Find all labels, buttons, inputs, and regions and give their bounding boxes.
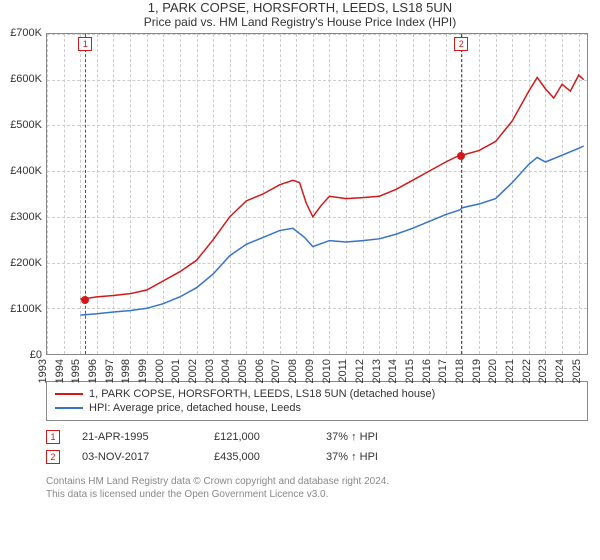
x-axis-label: 1996 xyxy=(87,359,105,383)
x-axis-label: 2017 xyxy=(437,359,455,383)
marker-guideline xyxy=(85,34,86,354)
x-axis-label: 2018 xyxy=(454,359,472,383)
marker-table-row: 2 03-NOV-2017 £435,000 37% ↑ HPI xyxy=(46,447,588,467)
x-axis-label: 1994 xyxy=(54,359,72,383)
marker-table-box: 1 xyxy=(46,430,60,444)
x-axis-label: 1995 xyxy=(70,359,88,383)
chart-container: 1, PARK COPSE, HORSFORTH, LEEDS, LS18 5U… xyxy=(0,0,600,560)
x-axis-label: 2025 xyxy=(571,359,589,383)
footer-line2: This data is licensed under the Open Gov… xyxy=(46,488,588,501)
footer: Contains HM Land Registry data © Crown c… xyxy=(46,475,588,501)
plot-frame: 12 xyxy=(46,33,588,355)
marker-table-date: 21-APR-1995 xyxy=(82,431,192,443)
marker-table: 1 21-APR-1995 £121,000 37% ↑ HPI 2 03-NOV-201… xyxy=(46,427,588,467)
series-line xyxy=(80,146,583,315)
line-svg xyxy=(47,34,587,354)
marker-table-hpi: 37% ↑ HPI xyxy=(326,431,378,443)
y-axis-label: £600K xyxy=(10,73,46,85)
x-axis-label: 2024 xyxy=(554,359,572,383)
x-axis-label: 1998 xyxy=(120,359,138,383)
x-axis-label: 2010 xyxy=(321,359,339,383)
x-axis-label: 2019 xyxy=(471,359,489,383)
x-axis-label: 2016 xyxy=(421,359,439,383)
x-axis-label: 2022 xyxy=(521,359,539,383)
marker-table-price: £121,000 xyxy=(214,431,304,443)
x-axis-label: 2013 xyxy=(371,359,389,383)
marker-box: 1 xyxy=(78,37,92,51)
marker-dot xyxy=(81,296,89,304)
footer-line1: Contains HM Land Registry data © Crown c… xyxy=(46,475,588,488)
chart-area: 12 £0£100K£200K£300K£400K£500K£600K£700K… xyxy=(46,33,588,373)
marker-box: 2 xyxy=(454,37,468,51)
y-axis-label: £200K xyxy=(10,257,46,269)
x-axis-label: 2009 xyxy=(304,359,322,383)
marker-table-hpi: 37% ↑ HPI xyxy=(326,451,378,463)
x-axis-label: 2012 xyxy=(354,359,372,383)
legend-item: 1, PARK COPSE, HORSFORTH, LEEDS, LS18 5U… xyxy=(55,387,579,401)
legend-label: 1, PARK COPSE, HORSFORTH, LEEDS, LS18 5U… xyxy=(89,388,435,400)
marker-table-date: 03-NOV-2017 xyxy=(82,451,192,463)
y-axis-label: £100K xyxy=(10,303,46,315)
marker-table-box: 2 xyxy=(46,450,60,464)
legend-item: HPI: Average price, detached house, Leed… xyxy=(55,401,579,415)
chart-title: 1, PARK COPSE, HORSFORTH, LEEDS, LS18 5U… xyxy=(0,0,600,15)
marker-dot xyxy=(457,152,465,160)
x-axis-label: 1997 xyxy=(104,359,122,383)
y-axis-label: £400K xyxy=(10,165,46,177)
y-axis-label: £700K xyxy=(10,27,46,39)
x-axis-label: 1999 xyxy=(137,359,155,383)
x-axis-label: 2014 xyxy=(387,359,405,383)
x-axis-label: 2023 xyxy=(537,359,555,383)
x-axis-label: 2021 xyxy=(504,359,522,383)
marker-guideline xyxy=(461,34,462,354)
y-axis-label: £500K xyxy=(10,119,46,131)
x-axis-label: 2005 xyxy=(237,359,255,383)
legend-swatch xyxy=(55,407,83,409)
x-axis-label: 2011 xyxy=(337,359,355,383)
legend: 1, PARK COPSE, HORSFORTH, LEEDS, LS18 5U… xyxy=(46,381,588,421)
marker-table-price: £435,000 xyxy=(214,451,304,463)
x-axis-label: 2020 xyxy=(487,359,505,383)
x-axis-label: 1993 xyxy=(37,359,55,383)
legend-swatch xyxy=(55,393,83,395)
x-axis-label: 2007 xyxy=(270,359,288,383)
x-axis-label: 2002 xyxy=(187,359,205,383)
chart-subtitle: Price paid vs. HM Land Registry's House … xyxy=(0,15,600,29)
x-axis-label: 2001 xyxy=(170,359,188,383)
x-axis-label: 2004 xyxy=(220,359,238,383)
x-axis-label: 2015 xyxy=(404,359,422,383)
y-axis-label: £300K xyxy=(10,211,46,223)
legend-label: HPI: Average price, detached house, Leed… xyxy=(89,402,301,414)
x-axis-label: 2008 xyxy=(287,359,305,383)
marker-table-row: 1 21-APR-1995 £121,000 37% ↑ HPI xyxy=(46,427,588,447)
